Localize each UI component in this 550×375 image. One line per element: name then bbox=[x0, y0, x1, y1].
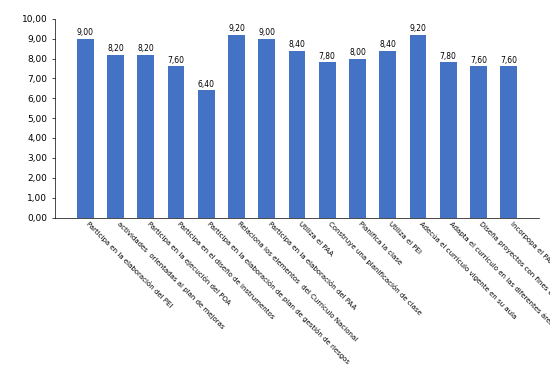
Text: 9,00: 9,00 bbox=[77, 28, 94, 38]
Bar bbox=[258, 39, 275, 218]
Bar bbox=[107, 54, 124, 217]
Text: 8,40: 8,40 bbox=[289, 40, 305, 50]
Bar bbox=[168, 66, 184, 218]
Bar bbox=[138, 54, 154, 217]
Text: 7,60: 7,60 bbox=[470, 56, 487, 65]
Text: 8,20: 8,20 bbox=[138, 44, 154, 53]
Text: 9,20: 9,20 bbox=[228, 24, 245, 33]
Bar bbox=[289, 51, 305, 217]
Text: 7,80: 7,80 bbox=[319, 52, 336, 61]
Bar bbox=[349, 58, 366, 217]
Bar bbox=[410, 34, 426, 218]
Text: 8,40: 8,40 bbox=[379, 40, 396, 50]
Bar bbox=[440, 63, 456, 217]
Bar bbox=[198, 90, 214, 218]
Text: 8,00: 8,00 bbox=[349, 48, 366, 57]
Text: 9,00: 9,00 bbox=[258, 28, 275, 38]
Bar bbox=[470, 66, 487, 218]
Text: 9,20: 9,20 bbox=[410, 24, 426, 33]
Text: 6,40: 6,40 bbox=[198, 80, 215, 89]
Text: 7,60: 7,60 bbox=[168, 56, 185, 65]
Bar bbox=[379, 51, 396, 217]
Bar bbox=[228, 34, 245, 218]
Bar bbox=[319, 63, 336, 217]
Text: 7,60: 7,60 bbox=[500, 56, 517, 65]
Bar bbox=[500, 66, 517, 218]
Bar bbox=[77, 39, 94, 218]
Text: 7,80: 7,80 bbox=[440, 52, 456, 61]
Text: 8,20: 8,20 bbox=[107, 44, 124, 53]
